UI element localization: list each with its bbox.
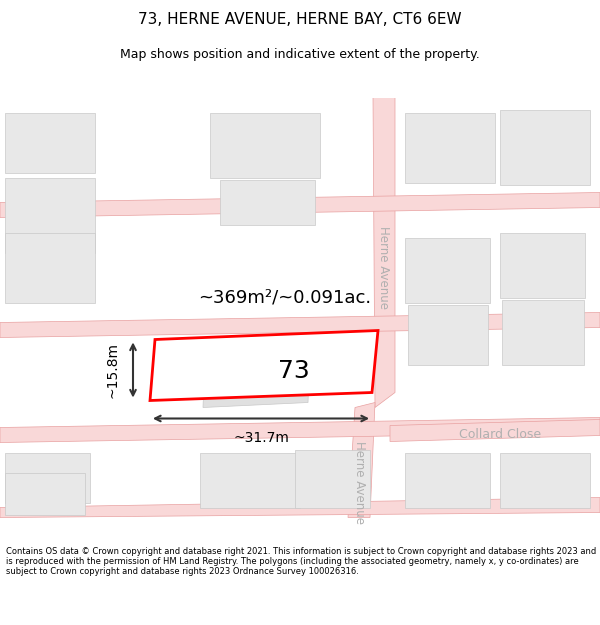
Text: ~15.8m: ~15.8m — [106, 342, 120, 398]
Bar — [405, 238, 490, 302]
Bar — [500, 452, 590, 508]
Text: 73, HERNE AVENUE, HERNE BAY, CT6 6EW: 73, HERNE AVENUE, HERNE BAY, CT6 6EW — [138, 12, 462, 27]
Bar — [220, 179, 315, 224]
Text: 73: 73 — [278, 359, 310, 382]
Bar — [405, 452, 490, 508]
Bar — [210, 112, 320, 178]
Text: Map shows position and indicative extent of the property.: Map shows position and indicative extent… — [120, 48, 480, 61]
Bar — [5, 472, 85, 514]
Text: Contains OS data © Crown copyright and database right 2021. This information is : Contains OS data © Crown copyright and d… — [6, 547, 596, 576]
Polygon shape — [0, 192, 600, 218]
Bar — [502, 299, 584, 364]
Text: ~369m²/~0.091ac.: ~369m²/~0.091ac. — [199, 289, 371, 306]
Polygon shape — [373, 98, 395, 408]
Polygon shape — [150, 331, 378, 401]
Polygon shape — [390, 419, 600, 441]
Text: ~31.7m: ~31.7m — [233, 431, 289, 446]
Bar — [5, 452, 90, 503]
Text: Herne Avenue: Herne Avenue — [353, 441, 367, 524]
Bar — [500, 109, 590, 184]
Polygon shape — [0, 418, 600, 442]
Polygon shape — [348, 402, 375, 518]
Bar — [295, 449, 370, 508]
Polygon shape — [203, 346, 310, 408]
Bar — [5, 177, 95, 252]
Text: Herne Avenue: Herne Avenue — [377, 226, 389, 309]
Bar — [5, 232, 95, 302]
Polygon shape — [0, 498, 600, 518]
Bar — [200, 452, 300, 508]
Polygon shape — [0, 312, 600, 338]
Text: Collard Close: Collard Close — [459, 428, 541, 441]
Bar — [405, 112, 495, 182]
Bar — [408, 304, 488, 364]
Bar — [500, 232, 585, 298]
Bar — [5, 112, 95, 173]
